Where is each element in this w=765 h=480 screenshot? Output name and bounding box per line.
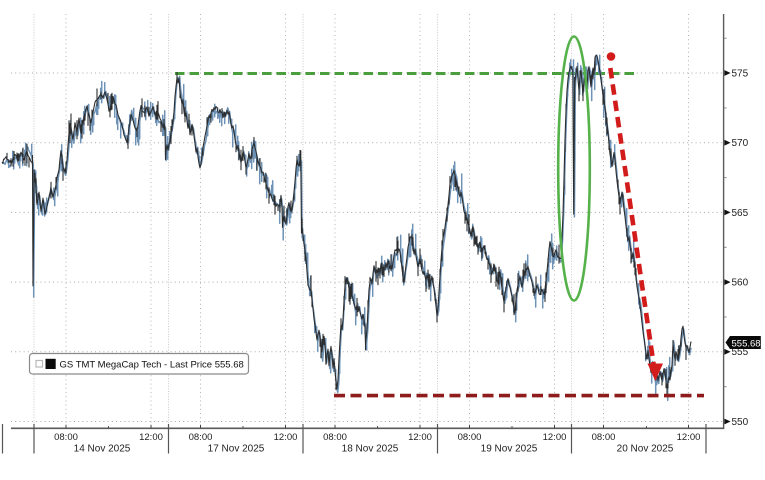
svg-text:08:00: 08:00 — [54, 432, 78, 443]
svg-text:12:00: 12:00 — [677, 432, 701, 443]
svg-text:12:00: 12:00 — [274, 432, 298, 443]
svg-text:12:00: 12:00 — [139, 432, 163, 443]
svg-text:18 Nov 2025: 18 Nov 2025 — [342, 444, 399, 455]
svg-text:12:00: 12:00 — [408, 432, 432, 443]
svg-text:20 Nov 2025: 20 Nov 2025 — [617, 444, 674, 455]
svg-text:17 Nov 2025: 17 Nov 2025 — [208, 444, 265, 455]
svg-text:575: 575 — [732, 68, 749, 79]
svg-text:14 Nov 2025: 14 Nov 2025 — [74, 444, 131, 455]
svg-text:08:00: 08:00 — [323, 432, 347, 443]
svg-text:GS TMT MegaCap Tech - Last Pri: GS TMT MegaCap Tech - Last Price 555.68 — [60, 359, 244, 370]
svg-text:550: 550 — [732, 417, 749, 428]
svg-text:12:00: 12:00 — [543, 432, 567, 443]
svg-text:555: 555 — [732, 347, 749, 358]
svg-text:555.68: 555.68 — [732, 338, 761, 349]
svg-text:08:00: 08:00 — [458, 432, 482, 443]
svg-text:565: 565 — [732, 208, 749, 219]
svg-text:570: 570 — [732, 138, 749, 149]
svg-text:08:00: 08:00 — [592, 432, 616, 443]
svg-text:19 Nov 2025: 19 Nov 2025 — [481, 444, 538, 455]
svg-text:08:00: 08:00 — [189, 432, 213, 443]
svg-text:560: 560 — [732, 278, 749, 289]
